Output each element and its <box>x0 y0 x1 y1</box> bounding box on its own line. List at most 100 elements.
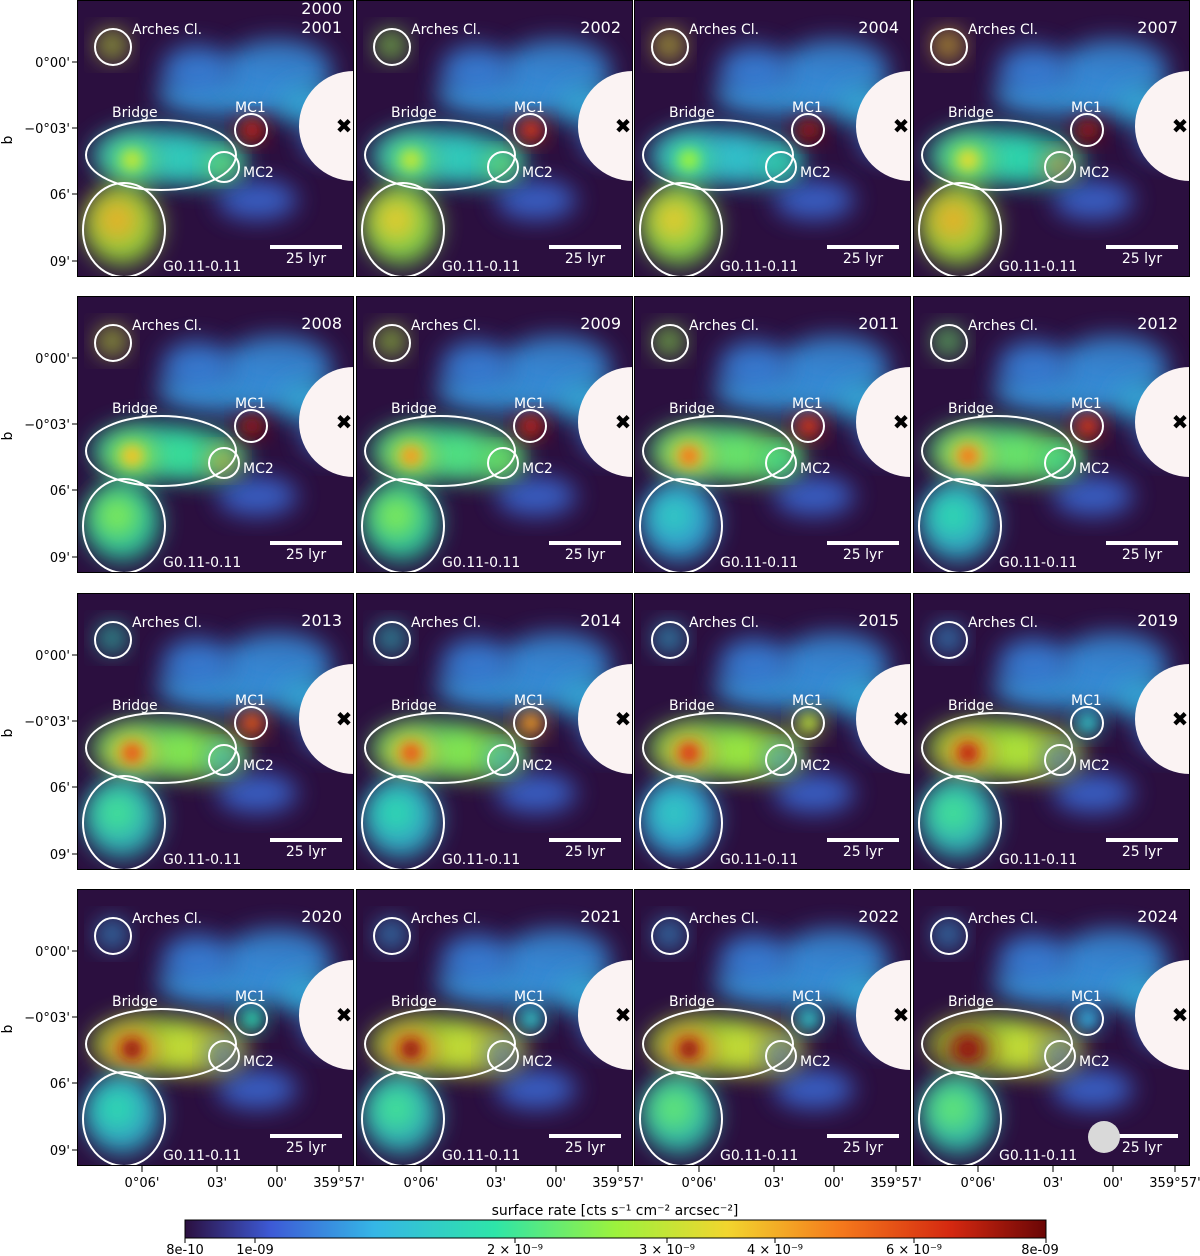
sgra-mask <box>299 960 354 1070</box>
mc1-core <box>1081 1012 1095 1026</box>
emission-blob <box>774 476 854 516</box>
year-label: 2001 <box>301 18 342 37</box>
emission-blob <box>441 45 511 95</box>
sgra-marker-icon: ✖ <box>336 410 353 434</box>
mc1-core <box>524 716 538 730</box>
mc2-label: MC2 <box>800 461 831 477</box>
emission-blob <box>98 624 126 652</box>
panel-2019: ✖ Arches Cl. Bridge MC1 MC2 G0.11-0.11 25 lyr 2… <box>913 593 1190 870</box>
bridge-region <box>85 712 237 784</box>
sgra-marker-icon: ✖ <box>336 1003 353 1027</box>
emission-blob <box>95 198 139 242</box>
emission-blob <box>719 638 789 688</box>
emission-blob <box>998 638 1068 688</box>
psf-disk <box>1088 1121 1120 1153</box>
panel-2020: ✖ Arches Cl. Bridge MC1 MC2 G0.11-0.11 25 lyr 2… <box>77 889 354 1166</box>
sgra-marker-icon: ✖ <box>615 410 632 434</box>
panel-2009: ✖ Arches Cl. Bridge MC1 MC2 G0.11-0.11 25 lyr 2… <box>356 296 633 573</box>
g011-region <box>361 1071 445 1166</box>
mc1-label: MC1 <box>792 100 823 116</box>
sgra-marker-icon: ✖ <box>1172 410 1189 434</box>
panel-frame <box>77 296 354 573</box>
mc1-region <box>513 113 547 147</box>
scale-bar-label: 25 lyr <box>565 1140 605 1156</box>
ytick-label: 06' <box>50 1077 70 1092</box>
mc1-core <box>802 1012 816 1026</box>
mc2-label: MC2 <box>243 1054 274 1070</box>
bridge-label: Bridge <box>112 401 158 417</box>
g011-label: G0.11-0.11 <box>442 852 520 868</box>
sgra-mask <box>578 664 633 774</box>
scale-bar-label: 25 lyr <box>1122 1140 1162 1156</box>
bridge-label: Bridge <box>112 698 158 714</box>
panel-2000-2001: ✖ Arches Cl. Bridge MC1 MC2 G0.11-0.11 25 lyr 2… <box>77 0 354 277</box>
sgra-marker-icon: ✖ <box>1172 114 1189 138</box>
bridge-label: Bridge <box>948 105 994 121</box>
emission-blob <box>655 920 683 948</box>
bridge-label: Bridge <box>669 698 715 714</box>
g011-region <box>918 182 1002 277</box>
panel-frame <box>77 593 354 870</box>
scale-bar-label: 25 lyr <box>286 844 326 860</box>
colorbar-tick-label: 3 × 10⁻⁹ <box>639 1243 695 1256</box>
sgra-mask <box>1135 664 1190 774</box>
mc2-label: MC2 <box>1079 758 1110 774</box>
sgra-marker-icon: ✖ <box>336 114 353 138</box>
bridge-core <box>958 743 978 763</box>
g011-region <box>918 1071 1002 1166</box>
mc2-label: MC2 <box>800 758 831 774</box>
arches-region <box>930 917 968 955</box>
mc1-core <box>524 123 538 137</box>
mc1-region <box>791 706 825 740</box>
emission-blob <box>764 1042 794 1066</box>
xtick-label: 03' <box>764 1176 784 1191</box>
mc1-region <box>234 113 268 147</box>
mc2-label: MC2 <box>522 165 553 181</box>
emission-blob <box>764 449 794 473</box>
g011-region <box>918 478 1002 573</box>
panel-frame <box>356 593 633 870</box>
arches-label: Arches Cl. <box>968 615 1038 631</box>
xtick-label: 00' <box>1103 1176 1123 1191</box>
emission-blob <box>652 198 696 242</box>
year-label: 2002 <box>580 18 621 37</box>
emission-blob <box>652 494 696 538</box>
ytick-label: 09' <box>50 848 70 863</box>
emission-blob <box>934 31 962 59</box>
mc2-region <box>487 1040 519 1072</box>
ytick-label: 06' <box>50 188 70 203</box>
scale-bar-label: 25 lyr <box>286 251 326 267</box>
mc1-core <box>1081 419 1095 433</box>
sgra-marker-icon: ✖ <box>615 1003 632 1027</box>
arches-region <box>651 324 689 362</box>
colorbar-tick-label: 2 × 10⁻⁹ <box>487 1243 543 1256</box>
mc1-core <box>245 123 259 137</box>
xtick-label: 359°57' <box>592 1176 643 1191</box>
g011-region <box>639 182 723 277</box>
g011-region <box>639 478 723 573</box>
g011-label: G0.11-0.11 <box>999 259 1077 275</box>
panel-frame <box>913 593 1190 870</box>
mc1-region <box>513 409 547 443</box>
panel-2021: ✖ Arches Cl. Bridge MC1 MC2 G0.11-0.11 25 lyr 2… <box>356 889 633 1166</box>
year-label: 2012 <box>1137 314 1178 333</box>
emission-blob <box>1053 180 1133 220</box>
arches-region <box>94 324 132 362</box>
scale-bar-label: 25 lyr <box>843 1140 883 1156</box>
mc2-region <box>765 744 797 776</box>
mc1-core <box>245 716 259 730</box>
panel-2014: ✖ Arches Cl. Bridge MC1 MC2 G0.11-0.11 25 lyr 2… <box>356 593 633 870</box>
emission-blob <box>162 341 232 391</box>
xtick-label: 03' <box>207 1176 227 1191</box>
mc2-region <box>1044 744 1076 776</box>
arches-region <box>651 28 689 66</box>
emission-blob <box>486 449 516 473</box>
panel-frame <box>356 296 633 573</box>
bridge-label: Bridge <box>669 105 715 121</box>
g011-region <box>918 775 1002 870</box>
ylabel: b <box>0 431 16 440</box>
arches-label: Arches Cl. <box>411 911 481 927</box>
mc2-region <box>208 744 240 776</box>
bridge-core <box>401 446 421 466</box>
emission-blob <box>95 1087 139 1131</box>
